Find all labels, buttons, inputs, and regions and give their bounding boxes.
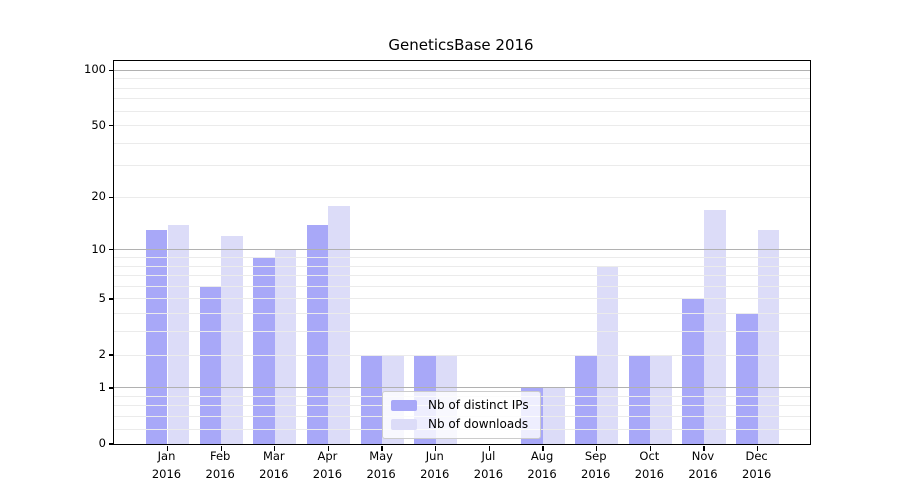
bar-downloads-jan [167,224,190,444]
bar-ips-mar [253,257,275,444]
gridline-major [114,249,810,251]
x-tick [435,446,437,451]
bar-downloads-dec [757,230,780,444]
x-tick-label-feb: Feb 2016 [205,449,235,481]
gridline-minor [114,354,810,356]
bar-downloads-mar [274,249,297,444]
legend-label-ips: Nb of distinct IPs [428,398,529,412]
x-tick-label-oct: Oct 2016 [634,449,664,481]
x-tick-label-apr: Apr 2016 [312,449,343,481]
x-tick [596,446,598,451]
legend: Nb of distinct IPs Nb of downloads [382,391,541,439]
x-tick [381,446,383,451]
bar-ips-nov [682,298,704,444]
y-tick-label-100: 100 [84,62,106,77]
plot-area: Nb of distinct IPs Nb of downloads [108,60,811,451]
x-tick-label-nov: Nov 2016 [688,449,718,481]
y-tick [108,387,113,389]
x-tick-label-sep: Sep 2016 [581,449,611,481]
y-tick [108,69,113,71]
y-tick [108,354,113,356]
legend-item-downloads: Nb of downloads [391,417,529,431]
x-tick-label-jun: Jun 2016 [420,449,450,481]
gridline-minor [114,110,810,112]
gridline-minor [114,98,810,100]
gridline-minor [114,257,810,259]
y-tick-label-2: 2 [98,347,106,362]
bar-ips-apr [306,224,329,444]
y-tick-label-0: 0 [98,436,106,450]
x-tick-label-jan: Jan 2016 [151,449,182,481]
gridline-minor [114,331,810,333]
y-tick [108,298,113,300]
bar-ips-dec [736,313,758,444]
x-tick [488,446,491,451]
y-tick-label-50: 50 [91,117,106,132]
gridline-minor [114,265,810,267]
legend-label-downloads: Nb of downloads [428,417,529,431]
x-tick-label-dec: Dec 2016 [742,449,772,481]
bar-ips-sep [575,355,597,444]
bar-ips-jan [145,230,168,444]
bar-ips-oct [628,355,651,444]
chart-title: GeneticsBase 2016 [388,36,534,54]
gridline-minor [114,285,810,287]
x-tick-label-may: May 2016 [366,449,396,481]
y-tick-label-5: 5 [98,290,106,305]
y-tick-label-10: 10 [91,241,106,256]
y-tick-label-1: 1 [98,379,106,394]
gridline-minor [114,275,810,277]
y-tick [108,196,113,199]
y-tick-label-20: 20 [91,189,106,204]
y-tick [108,443,113,445]
bar-downloads-feb [221,236,243,444]
x-tick-label-jul: Jul 2016 [473,449,504,481]
x-tick [757,446,759,451]
x-tick [220,446,222,451]
gridline-minor [114,125,810,127]
y-tick [108,124,113,127]
y-tick [108,249,113,251]
x-tick [542,446,544,451]
legend-swatch-ips-icon [391,399,417,411]
gridline-minor [114,87,810,89]
gridline-minor [114,142,810,144]
x-tick [274,446,276,451]
x-tick-label-mar: Mar 2016 [259,449,289,481]
bar-downloads-oct [650,355,672,444]
gridline-minor [114,165,810,167]
x-tick [327,446,330,451]
gridline-minor [114,78,810,80]
x-tick [166,446,169,451]
gridline-minor [114,313,810,315]
x-tick [649,446,651,451]
gridline-minor [114,298,810,300]
bar-ips-feb [199,286,222,444]
bar-ips-may [360,355,383,444]
bar-downloads-apr [328,205,351,444]
x-tick-label-aug: Aug 2016 [527,449,557,481]
x-tick [703,446,705,451]
gridline-minor [114,196,810,198]
gridline-major [114,387,810,389]
legend-item-ips: Nb of distinct IPs [391,398,529,412]
gridline-major [114,69,810,71]
bar-downloads-nov [704,209,726,444]
legend-swatch-downloads-icon [391,418,417,430]
bar-downloads-aug [543,387,565,444]
